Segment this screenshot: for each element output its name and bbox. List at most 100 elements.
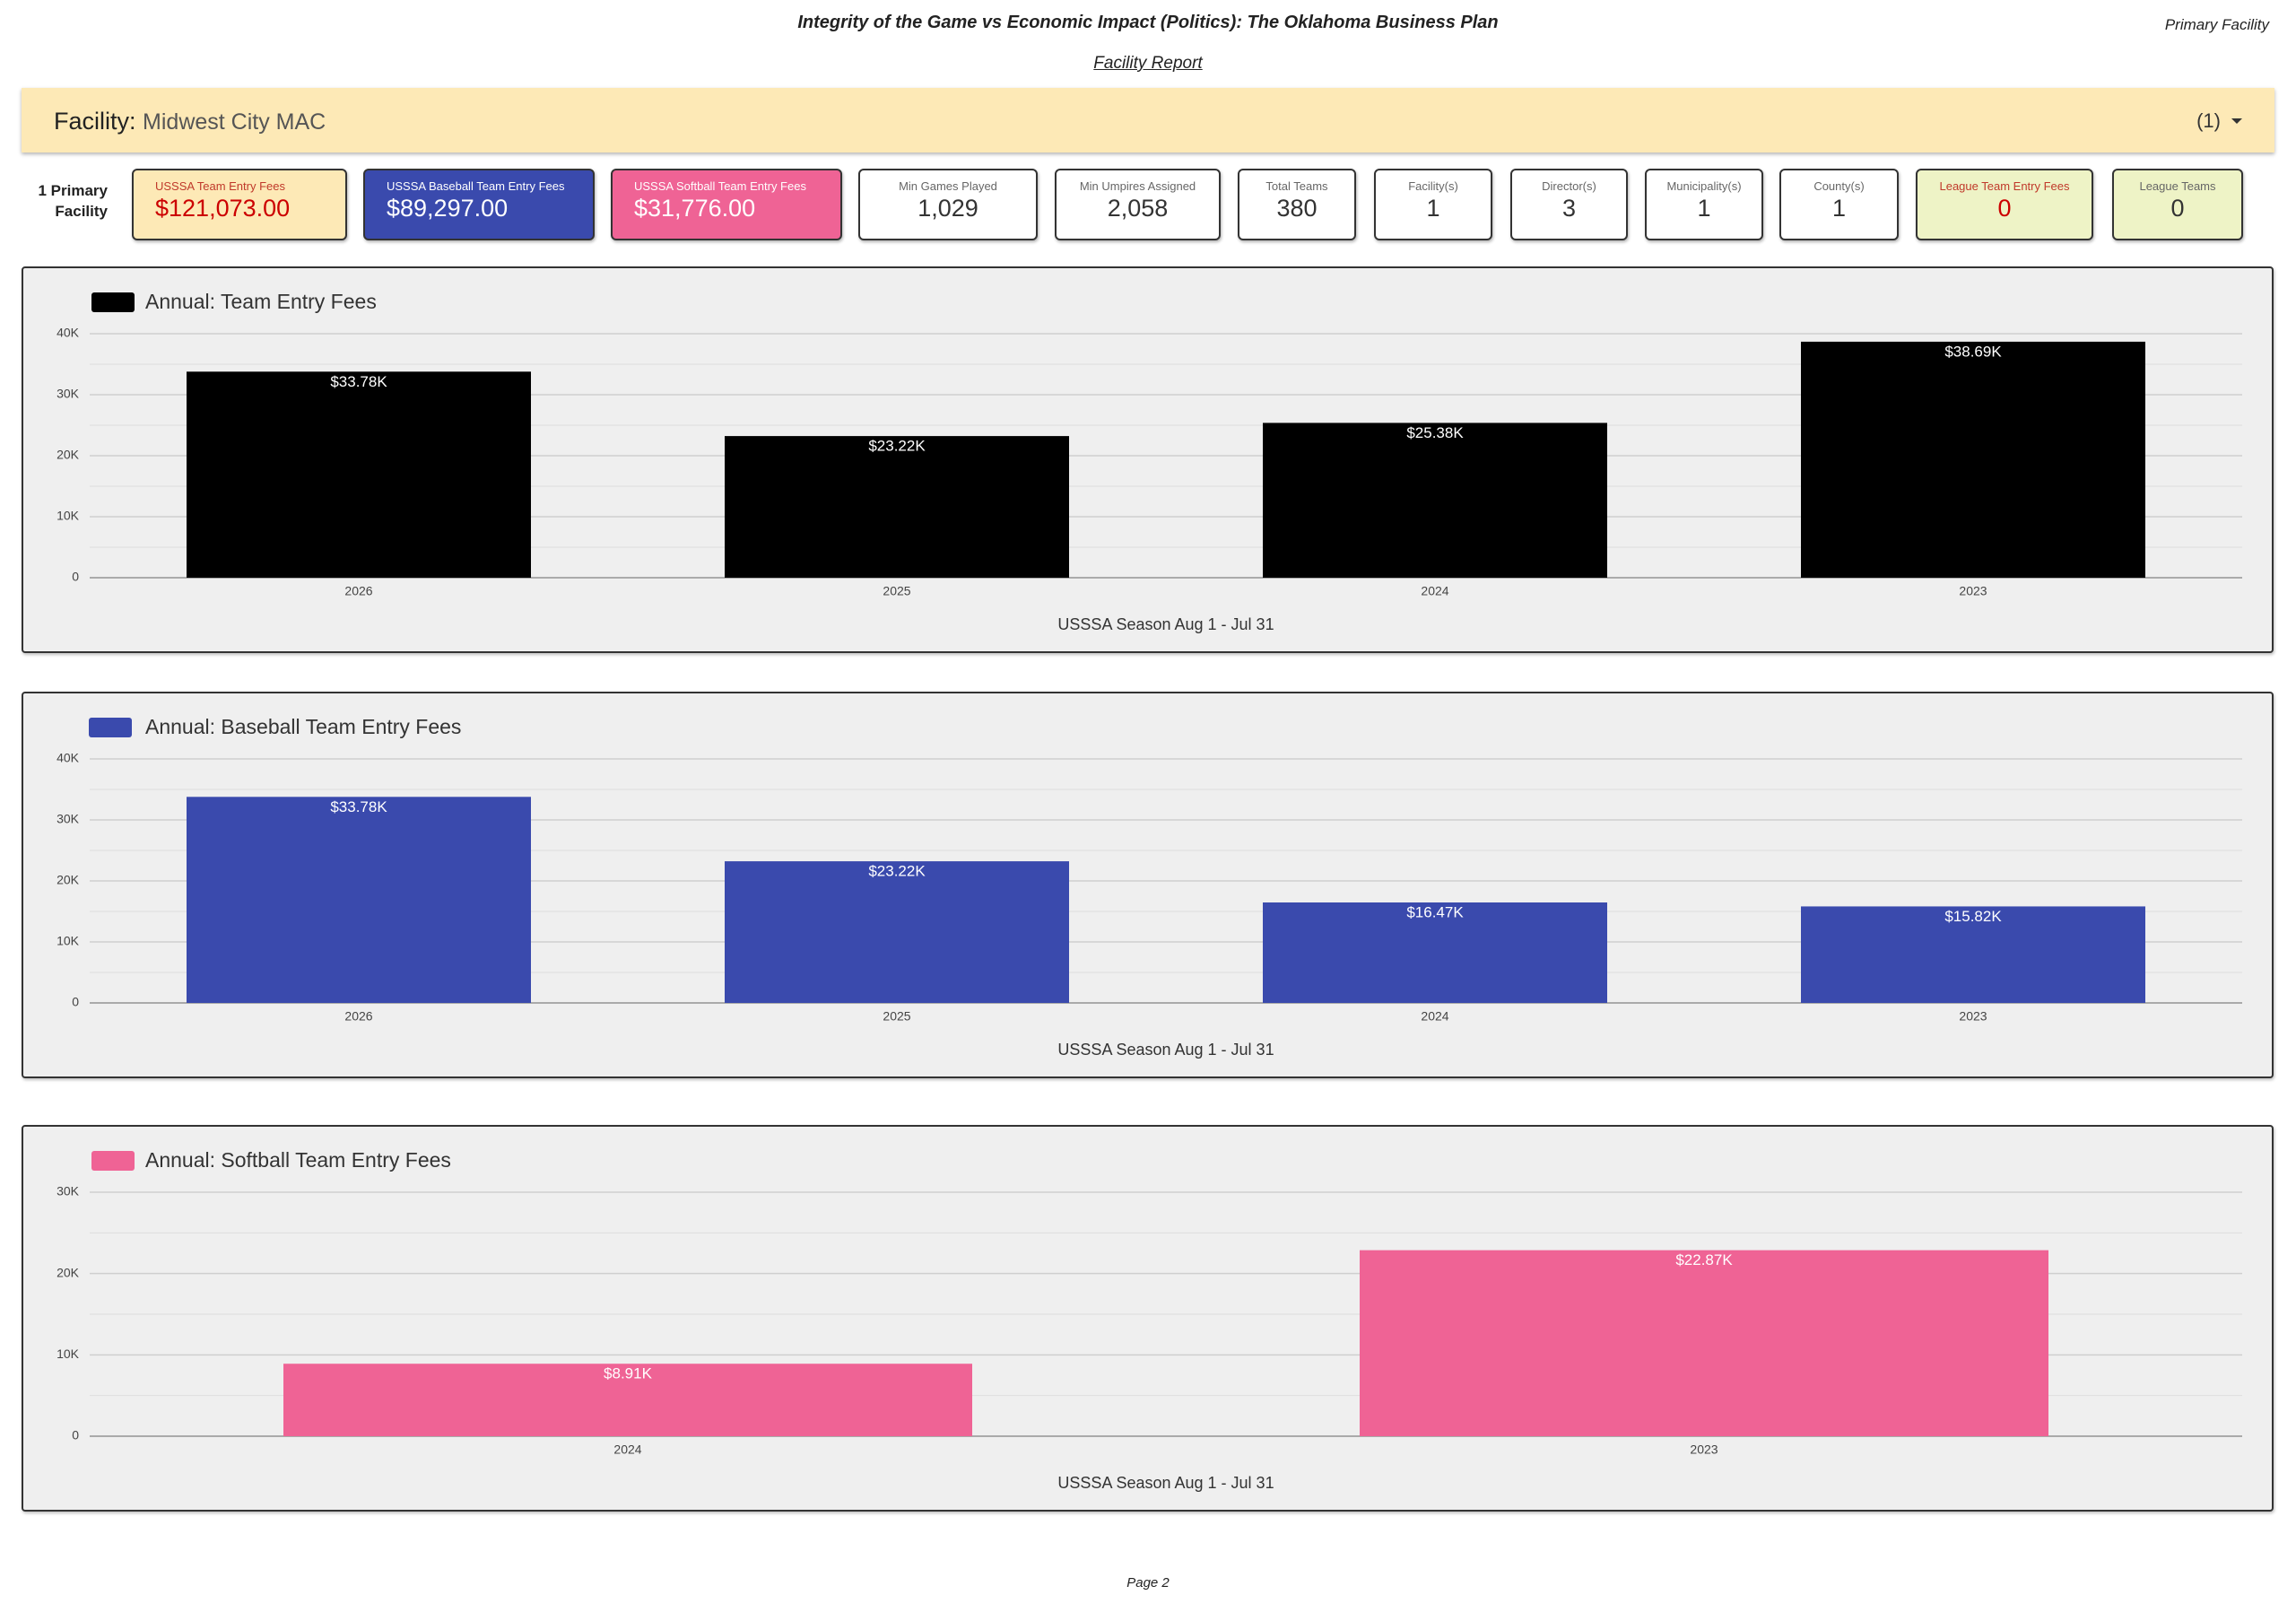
kpi-card: Min Umpires Assigned 2,058	[1055, 169, 1221, 240]
kpi-value: 0	[2170, 195, 2185, 222]
legend-label: Annual: Softball Team Entry Fees	[145, 1148, 451, 1172]
kpi-value: 3	[1561, 195, 1577, 222]
kpi-value: $31,776.00	[634, 195, 756, 222]
kpi-card: USSSA Team Entry Fees $121,073.00	[132, 169, 347, 240]
y-tick-label: 10K	[57, 1346, 80, 1361]
kpi-value: 1	[1831, 195, 1847, 222]
value-label: $16.47K	[1406, 903, 1464, 920]
bar	[1360, 1250, 2048, 1436]
summary-line: Facility	[55, 203, 108, 220]
y-tick-label: 10K	[57, 934, 80, 948]
value-label: $33.78K	[330, 373, 387, 390]
y-tick-label: 0	[72, 995, 79, 1009]
bar	[187, 371, 531, 578]
kpi-value: 380	[1276, 195, 1318, 222]
legend-swatch	[91, 292, 135, 312]
y-tick-label: 0	[72, 570, 79, 584]
bar	[187, 797, 531, 1003]
kpi-value: 2,058	[1107, 195, 1169, 222]
facility-name: Midwest City MAC	[143, 109, 326, 135]
kpi-card: USSSA Softball Team Entry Fees $31,776.00	[611, 169, 842, 240]
bar	[725, 861, 1069, 1003]
summary-label: 1 Primary Facility	[18, 180, 109, 222]
kpi-value: 1	[1697, 195, 1711, 222]
kpi-label: Municipality(s)	[1666, 179, 1742, 193]
kpi-label: Director(s)	[1542, 179, 1596, 193]
legend-swatch	[91, 1151, 135, 1171]
chart: 0 10K 20K 30K 40K Annual: Team Entry Fees $33.…	[57, 290, 2242, 633]
kpi-card: Facility(s) 1	[1374, 169, 1492, 240]
bar	[1801, 906, 2145, 1003]
kpi-value: $121,073.00	[155, 195, 291, 222]
legend-label: Annual: Team Entry Fees	[145, 290, 377, 313]
y-tick-label: 20K	[57, 1265, 80, 1279]
value-label: $25.38K	[1406, 424, 1464, 441]
x-axis-label: USSSA Season Aug 1 - Jul 31	[1057, 1041, 1274, 1059]
kpi-card: Total Teams 380	[1238, 169, 1356, 240]
x-tick-label: 2023	[1959, 584, 1987, 598]
x-tick-label: 2026	[344, 1009, 372, 1024]
facility-selector[interactable]: Facility: Midwest City MAC (1)	[22, 88, 2274, 153]
kpi-label: USSSA Team Entry Fees	[155, 179, 285, 193]
kpi-card: League Team Entry Fees 0	[1916, 169, 2093, 240]
kpi-label: Facility(s)	[1408, 179, 1458, 193]
kpi-card: Director(s) 3	[1510, 169, 1628, 240]
legend-swatch	[89, 718, 132, 737]
kpi-label: League Teams	[2139, 179, 2216, 193]
legend-label: Annual: Baseball Team Entry Fees	[145, 715, 461, 738]
y-tick-label: 30K	[57, 1184, 80, 1198]
value-label: $23.22K	[868, 438, 926, 455]
chart-panel: 0 10K 20K 30K 40K Annual: Baseball Team Entry…	[22, 692, 2274, 1078]
facility-count[interactable]: (1)	[2196, 109, 2221, 132]
value-label: $38.69K	[1944, 343, 2002, 360]
kpi-label: Min Umpires Assigned	[1079, 179, 1196, 193]
kpi-card: Municipality(s) 1	[1645, 169, 1763, 240]
x-tick-label: 2024	[1421, 584, 1448, 598]
y-tick-label: 0	[72, 1428, 79, 1442]
facility-heading: Facility: Midwest City MAC	[54, 108, 326, 135]
page-number: Page 2	[1126, 1575, 1170, 1590]
kpi-card: League Teams 0	[2112, 169, 2243, 240]
bar	[1801, 341, 2145, 578]
kpi-value: $89,297.00	[387, 195, 509, 222]
bar	[1263, 902, 1607, 1003]
facility-label: Facility	[54, 108, 130, 135]
y-tick-label: 20K	[57, 448, 80, 462]
x-tick-label: 2023	[1959, 1009, 1987, 1024]
x-tick-label: 2025	[883, 1009, 910, 1024]
chart: 0 10K 20K 30K 40K Annual: Baseball Team Entry…	[57, 715, 2242, 1059]
x-tick-label: 2024	[1421, 1009, 1448, 1024]
report-title: Integrity of the Game vs Economic Impact…	[797, 13, 1499, 32]
kpi-card: County(s) 1	[1779, 169, 1899, 240]
chart-panel: 0 10K 20K 30K 40K Annual: Team Entry Fees $33.…	[22, 266, 2274, 653]
chart-panel: 0 10K 20K 30K Annual: Softball Team Entry Fe…	[22, 1125, 2274, 1512]
kpi-label: USSSA Baseball Team Entry Fees	[387, 179, 565, 193]
x-axis-label: USSSA Season Aug 1 - Jul 31	[1057, 615, 1274, 633]
y-tick-label: 10K	[57, 509, 80, 523]
kpi-value: 1	[1426, 195, 1440, 222]
report-subtitle: Facility Report	[1093, 54, 1203, 73]
value-label: $8.91K	[604, 1365, 653, 1382]
x-tick-label: 2023	[1690, 1442, 1718, 1457]
kpi-label: County(s)	[1813, 179, 1865, 193]
value-label: $33.78K	[330, 798, 387, 815]
value-label: $23.22K	[868, 863, 926, 880]
kpi-label: League Team Entry Fees	[1939, 179, 2070, 193]
value-label: $15.82K	[1944, 908, 2002, 925]
kpi-card: Min Games Played 1,029	[858, 169, 1038, 240]
kpi-label: USSSA Softball Team Entry Fees	[634, 179, 806, 193]
kpi-label: Total Teams	[1265, 179, 1328, 193]
x-tick-label: 2026	[344, 584, 372, 598]
summary-line: 1 Primary	[38, 182, 109, 199]
bar	[1263, 423, 1607, 578]
chart: 0 10K 20K 30K Annual: Softball Team Entry Fe…	[57, 1148, 2242, 1492]
y-tick-label: 40K	[57, 326, 80, 340]
y-tick-label: 40K	[57, 751, 80, 765]
y-tick-label: 30K	[57, 812, 80, 826]
dropdown-caret[interactable]	[2231, 118, 2242, 124]
x-tick-label: 2025	[883, 584, 910, 598]
x-axis-label: USSSA Season Aug 1 - Jul 31	[1057, 1474, 1274, 1492]
kpi-label: Min Games Played	[899, 179, 997, 193]
kpi-card: USSSA Baseball Team Entry Fees $89,297.00	[363, 169, 595, 240]
